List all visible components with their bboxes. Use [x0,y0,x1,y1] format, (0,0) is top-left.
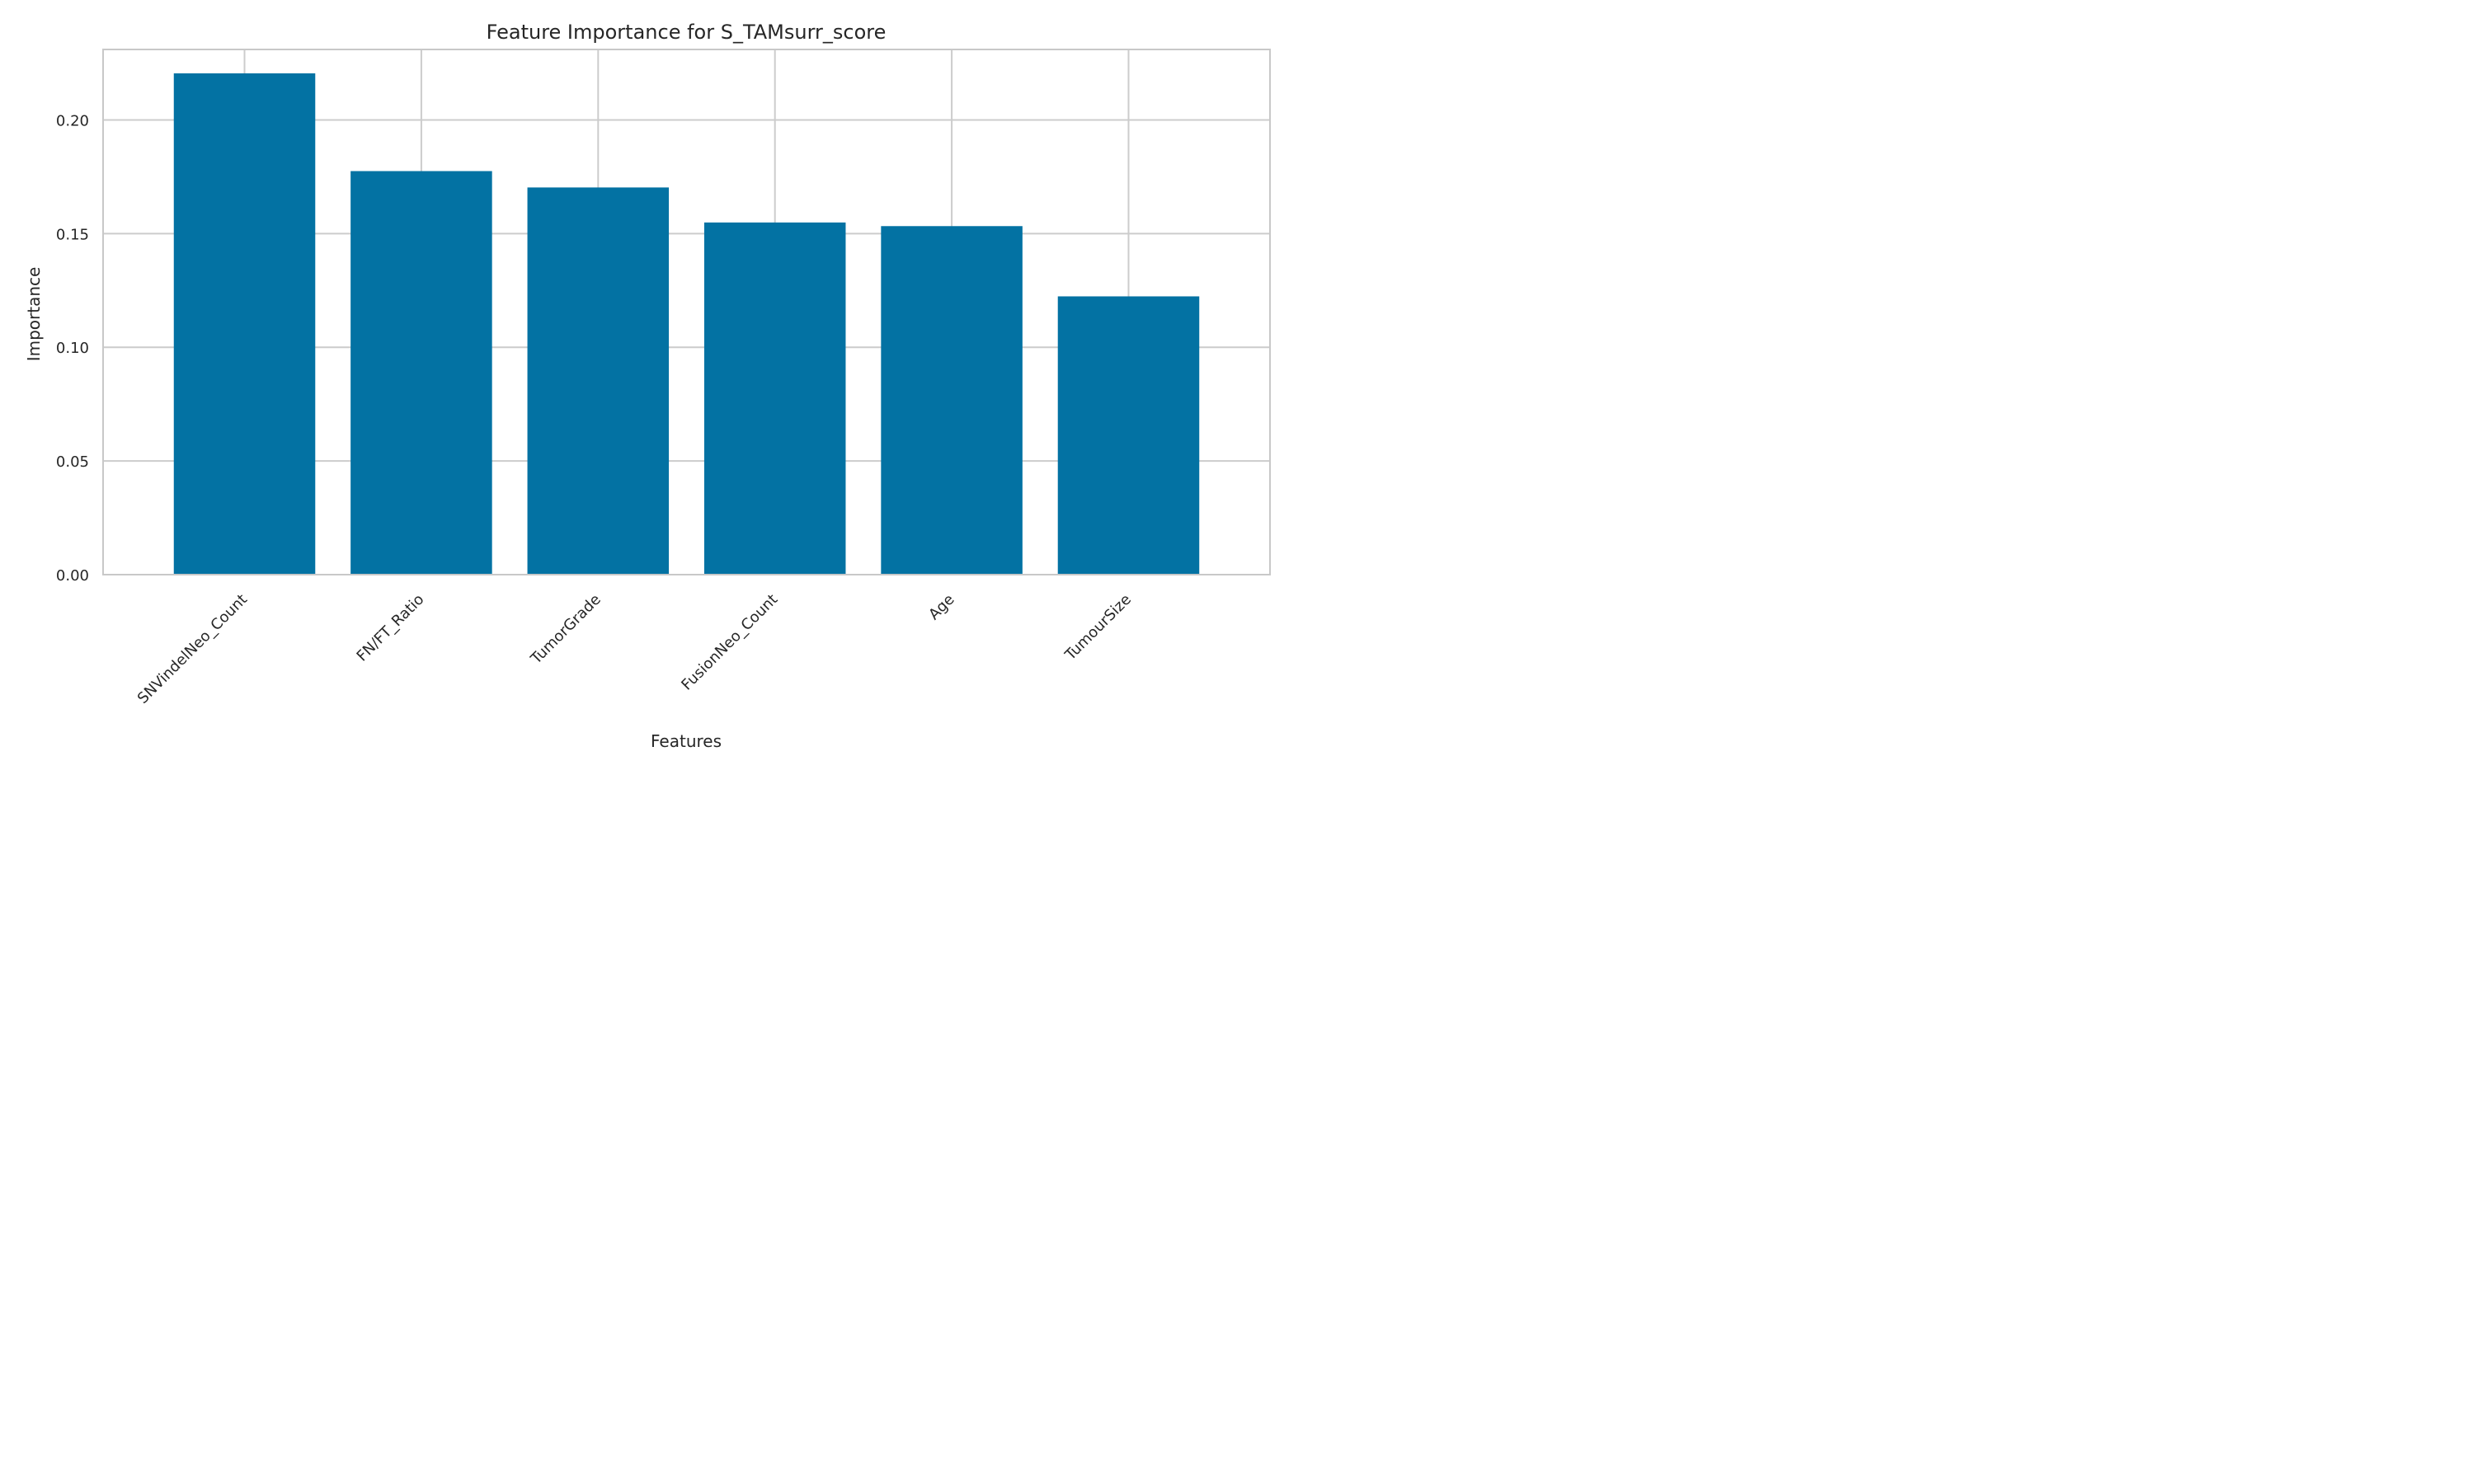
x-tick-label: TumourSize [1061,591,1135,665]
bars [173,73,1200,575]
bar [527,187,670,575]
bar [350,171,492,575]
bar [703,222,846,575]
x-tick-label: FusionNeo_Count [678,591,781,694]
bar [1057,296,1200,575]
bar [173,73,316,575]
x-tick-label: Age [925,591,957,623]
y-tick-label: 0.00 [56,567,89,585]
x-tick-label: FN/FT_Ratio [354,591,428,665]
x-tick-label: SNVindelNeo_Count [134,591,251,707]
bar-chart: Feature Importance for S_TAMsurr_score 0… [24,21,1271,751]
chart-title: Feature Importance for S_TAMsurr_score [487,21,887,44]
y-axis-label: Importance [24,267,44,362]
y-tick-labels: 0.00 0.05 0.10 0.15 0.20 [56,112,89,585]
y-tick-label: 0.10 [56,340,89,357]
y-tick-label: 0.20 [56,112,89,129]
plot-frame [102,49,1271,575]
bar [881,226,1023,575]
y-tick-label: 0.15 [56,226,89,243]
x-axis-label: Features [651,731,722,751]
x-tick-labels: SNVindelNeo_Count FN/FT_Ratio TumorGrade Fu… [134,591,1135,707]
x-tick-label: TumorGrade [527,591,604,669]
chart-container: Feature Importance for S_TAMsurr_score 0… [0,0,1293,776]
y-tick-label: 0.05 [56,453,89,471]
